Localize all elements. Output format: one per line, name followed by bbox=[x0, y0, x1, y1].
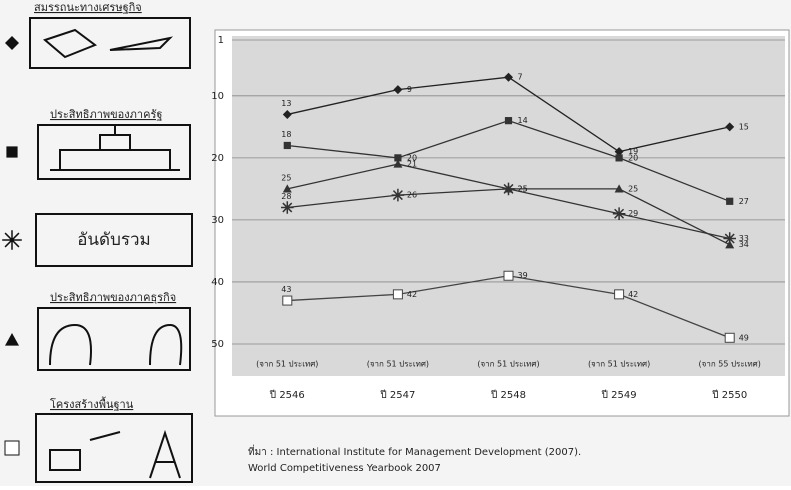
y-tick-label: 1 bbox=[218, 35, 224, 46]
data-label: 9 bbox=[407, 85, 412, 94]
x-tick-label: ปี 2550 bbox=[712, 389, 748, 401]
legend-label: โครงสร้างพื้นฐาน bbox=[50, 396, 134, 411]
point bbox=[393, 290, 402, 299]
x-tick-note: (จาก 51 ประเทศ) bbox=[477, 360, 539, 369]
legend-label: อันดับรวม bbox=[77, 230, 151, 250]
data-label: 27 bbox=[739, 197, 749, 206]
point bbox=[504, 271, 513, 280]
data-label: 29 bbox=[628, 209, 638, 218]
y-tick-label: 40 bbox=[211, 277, 224, 288]
data-label: 7 bbox=[518, 73, 523, 82]
data-label: 25 bbox=[628, 184, 638, 193]
data-label: 20 bbox=[628, 153, 638, 162]
point bbox=[283, 296, 292, 305]
legend-label: ประสิทธิภาพของภาครัฐ bbox=[50, 108, 162, 121]
data-label: 43 bbox=[281, 285, 291, 294]
point bbox=[505, 117, 512, 124]
data-label: 28 bbox=[281, 192, 291, 201]
point bbox=[615, 290, 624, 299]
data-label: 42 bbox=[628, 290, 638, 299]
legend-label: ประสิทธิภาพของภาคธุรกิจ bbox=[50, 291, 176, 304]
source-note: ที่มา : International Institute for Mana… bbox=[248, 444, 581, 458]
data-label: 15 bbox=[739, 122, 749, 131]
legend-marker bbox=[6, 146, 17, 157]
x-tick-label: ปี 2546 bbox=[269, 389, 305, 401]
data-label: 39 bbox=[518, 271, 528, 280]
legend-marker bbox=[2, 230, 22, 250]
data-label: 21 bbox=[407, 160, 417, 169]
data-label: 26 bbox=[407, 191, 417, 200]
point bbox=[281, 201, 294, 214]
y-tick-label: 50 bbox=[211, 339, 224, 350]
point bbox=[726, 198, 733, 205]
data-label: 13 bbox=[281, 99, 291, 108]
y-tick-label: 30 bbox=[211, 215, 224, 226]
x-tick-label: ปี 2547 bbox=[380, 389, 416, 401]
data-label: 18 bbox=[281, 130, 291, 139]
x-tick-note: (จาก 51 ประเทศ) bbox=[256, 360, 318, 369]
page: {"chart_data": {"type": "line", "categor… bbox=[0, 0, 791, 486]
source-note: World Competitiveness Yearbook 2007 bbox=[248, 463, 441, 474]
y-tick-label: 10 bbox=[211, 91, 224, 102]
x-tick-label: ปี 2548 bbox=[490, 389, 526, 401]
chart: 1 10 20 30 40 50 ปี 2546 (จาก 51 ประเทศ) ปี 2547… bbox=[0, 0, 791, 486]
plot-area bbox=[232, 36, 785, 376]
point bbox=[613, 207, 626, 220]
data-label: 25 bbox=[281, 173, 291, 182]
data-label: 14 bbox=[518, 116, 528, 125]
y-tick-label: 20 bbox=[211, 153, 224, 164]
legend-marker bbox=[5, 441, 19, 455]
data-label: 25 bbox=[518, 184, 528, 193]
x-tick-note: (จาก 51 ประเทศ) bbox=[588, 360, 650, 369]
point bbox=[284, 142, 291, 149]
point bbox=[392, 189, 405, 202]
legend-label: สมรรถนะทางเศรษฐกิจ bbox=[34, 1, 142, 14]
x-tick-label: ปี 2549 bbox=[601, 389, 637, 401]
point bbox=[616, 154, 623, 161]
data-label: 34 bbox=[739, 240, 749, 249]
data-label: 49 bbox=[739, 333, 749, 342]
x-tick-note: (จาก 55 ประเทศ) bbox=[699, 360, 761, 369]
data-label: 42 bbox=[407, 290, 417, 299]
x-tick-note: (จาก 51 ประเทศ) bbox=[367, 360, 429, 369]
point bbox=[725, 333, 734, 342]
